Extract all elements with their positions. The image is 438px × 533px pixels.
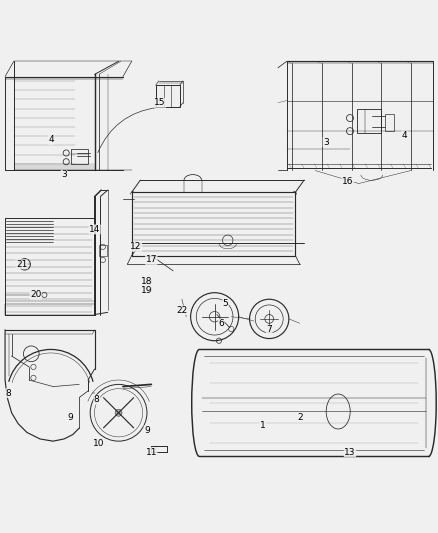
Text: 7: 7 xyxy=(266,325,272,334)
Text: 2: 2 xyxy=(297,413,303,422)
Text: 13: 13 xyxy=(344,448,356,457)
Text: 14: 14 xyxy=(89,225,100,234)
Text: 15: 15 xyxy=(154,98,166,107)
Bar xyxy=(357,109,381,133)
Text: 20: 20 xyxy=(30,290,41,300)
Text: 21: 21 xyxy=(16,260,27,269)
Text: 12: 12 xyxy=(131,243,142,252)
Text: 6: 6 xyxy=(218,319,224,328)
Circle shape xyxy=(115,409,122,416)
Text: 22: 22 xyxy=(176,305,187,314)
Text: 8: 8 xyxy=(6,389,11,398)
Text: 16: 16 xyxy=(342,177,353,186)
Text: 9: 9 xyxy=(68,413,74,422)
Text: 9: 9 xyxy=(144,426,150,435)
Text: 10: 10 xyxy=(93,439,105,448)
Text: 3: 3 xyxy=(323,138,329,147)
Bar xyxy=(71,149,88,164)
Text: 18: 18 xyxy=(141,277,153,286)
Text: 19: 19 xyxy=(141,286,153,295)
Text: 17: 17 xyxy=(145,255,157,264)
Bar xyxy=(155,85,180,107)
Text: 5: 5 xyxy=(223,299,229,308)
Bar xyxy=(99,245,107,256)
Text: 4: 4 xyxy=(402,131,407,140)
Bar xyxy=(385,114,394,131)
Text: 4: 4 xyxy=(48,135,54,144)
Text: 3: 3 xyxy=(61,171,67,179)
Text: 11: 11 xyxy=(145,448,157,457)
Text: 8: 8 xyxy=(94,395,99,404)
Text: 1: 1 xyxy=(260,422,265,430)
